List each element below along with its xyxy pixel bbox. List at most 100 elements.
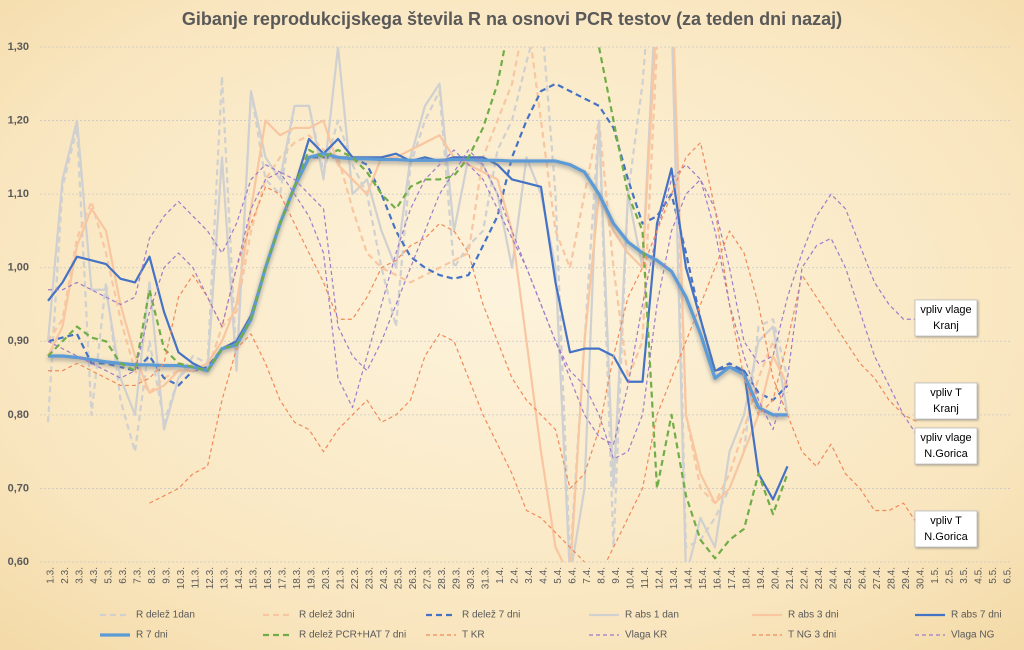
x-tick-label: 5.5. [988, 567, 999, 584]
x-tick-label: 5.3. [104, 567, 115, 584]
x-tick-label: 27.4. [872, 567, 883, 589]
annotation-box [914, 510, 978, 548]
y-tick-label: 1,20 [8, 114, 29, 126]
x-tick-label: 28.3. [437, 567, 448, 589]
x-tick-label: 2.3. [60, 567, 71, 584]
x-tick-label: 29.4. [901, 567, 912, 589]
x-tick-label: 14.4. [684, 567, 695, 589]
x-tick-label: 11.3. [191, 567, 202, 589]
x-tick-label: 2.4. [510, 567, 521, 584]
x-tick-label: 15.3. [249, 567, 260, 589]
legend-label: T KR [462, 630, 485, 641]
legend-label: R abs 3 dni [788, 610, 839, 621]
x-tick-label: 16.3. [263, 567, 274, 589]
x-tick-label: 7.4. [582, 567, 593, 584]
x-tick-label: 30.4. [916, 567, 927, 589]
x-tick-label: 22.4. [800, 567, 811, 589]
x-tick-label: 17.3. [278, 567, 289, 589]
chart-title: Gibanje reprodukcijskega števila R na os… [182, 9, 842, 29]
x-tick-label: 25.4. [843, 567, 854, 589]
x-tick-label: 9.4. [611, 567, 622, 584]
y-tick-label: 1,00 [8, 262, 29, 274]
x-tick-label: 31.3. [481, 567, 492, 589]
series-line [47, 47, 789, 560]
x-tick-label: 21.4. [785, 567, 796, 589]
y-tick-label: 0,60 [8, 556, 29, 568]
x-tick-label: 29.3. [452, 567, 463, 589]
x-tick-label: 11.4. [640, 567, 651, 589]
x-tick-label: 1.4. [495, 567, 506, 584]
annotation-text: vpliv vlage [920, 304, 971, 316]
series-line [47, 82, 789, 402]
x-tick-label: 24.4. [829, 567, 840, 589]
annotation-box [914, 427, 978, 465]
legend-label: R 7 dni [136, 630, 168, 641]
x-tick-label: 26.3. [408, 567, 419, 589]
x-tick-label: 8.3. [147, 567, 158, 584]
x-tick-label: 13.3. [220, 567, 231, 589]
x-tick-label: 5.4. [553, 567, 564, 584]
y-tick-label: 1,10 [8, 188, 29, 200]
x-tick-label: 17.4. [727, 567, 738, 589]
x-tick-label: 12.4. [655, 567, 666, 589]
legend-label: Vlaga KR [625, 630, 667, 641]
series-line [48, 149, 918, 445]
annotation-box [914, 382, 978, 420]
x-tick-label: 1.3. [46, 567, 57, 584]
x-tick-label: 13.4. [669, 567, 680, 589]
plot-area [46, 47, 919, 562]
series-line [47, 47, 789, 562]
legend-label: R delež PCR+HAT 7 dni [299, 630, 406, 641]
legend-label: T NG 3 dni [788, 630, 836, 641]
x-tick-label: 4.5. [974, 567, 985, 584]
x-tick-label: 21.3. [336, 567, 347, 589]
y-tick-label: 0,90 [8, 335, 29, 347]
annotation-text: Kranj [933, 320, 959, 332]
x-tick-label: 7.3. [133, 567, 144, 584]
annotation-box [914, 299, 978, 337]
x-tick-label: 24.3. [379, 567, 390, 589]
x-tick-label: 4.4. [539, 567, 550, 584]
x-tick-label: 18.3. [292, 567, 303, 589]
x-tick-label: 6.4. [568, 567, 579, 584]
y-tick-label: 0,80 [8, 409, 29, 421]
x-tick-label: 19.3. [307, 567, 318, 589]
legend-label: R delež 1dan [136, 610, 195, 621]
annotation-text: vpliv T [930, 387, 962, 399]
legend-label: Vlaga NG [951, 630, 995, 641]
series-line [48, 142, 919, 490]
x-tick-label: 3.5. [959, 567, 970, 584]
x-tick-label: 3.3. [75, 567, 86, 584]
x-tick-label: 23.4. [814, 567, 825, 589]
x-tick-label: 26.4. [858, 567, 869, 589]
legend-label: R abs 1 dan [625, 610, 679, 621]
x-tick-label: 3.4. [524, 567, 535, 584]
x-tick-label: 16.4. [713, 567, 724, 589]
legend-label: R abs 7 dni [951, 610, 1002, 621]
x-tick-label: 23.3. [365, 567, 376, 589]
y-tick-label: 0,70 [8, 482, 29, 494]
x-tick-label: 30.3. [466, 567, 477, 589]
x-tick-label: 19.4. [756, 567, 767, 589]
x-tick-label: 22.3. [350, 567, 361, 589]
labels: 0,60 0,70 0,80 0,90 1,00 1,10 1,20 1,30 1.3. 2.3.… [8, 41, 1014, 641]
x-tick-label: 14.3. [234, 567, 245, 589]
x-tick-label: 1.5. [930, 567, 941, 584]
annotation-text: N.Gorica [924, 531, 968, 543]
annotation-text: vpliv vlage [920, 432, 971, 444]
series-line [47, 149, 919, 460]
annotation-text: N.Gorica [924, 448, 968, 460]
x-tick-label: 18.4. [742, 567, 753, 589]
x-tick-label: 15.4. [698, 567, 709, 589]
annotation-text: vpliv T [930, 515, 962, 527]
x-tick-label: 6.3. [118, 567, 129, 584]
x-tick-label: 4.3. [89, 567, 100, 584]
x-tick-label: 28.4. [887, 567, 898, 589]
x-tick-label: 10.3. [176, 567, 187, 589]
legend-label: R delež 7 dni [462, 610, 520, 621]
series-line [46, 47, 789, 562]
x-tick-label: 12.3. [205, 567, 216, 589]
annotation-text: Kranj [933, 403, 959, 415]
x-tick-label: 20.4. [771, 567, 782, 589]
